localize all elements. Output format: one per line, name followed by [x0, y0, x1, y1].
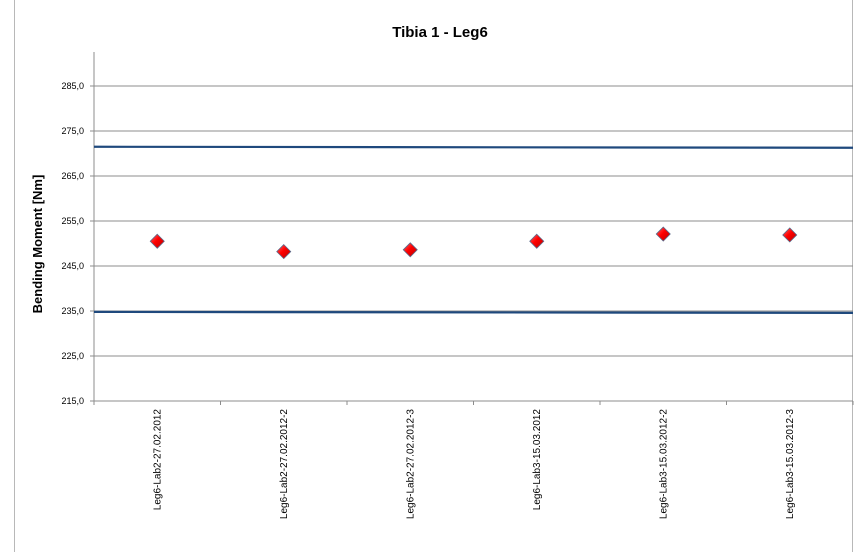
y-axis-label: Bending Moment [Nm] [30, 175, 45, 314]
y-tick-label: 245,0 [61, 261, 84, 271]
data-point [783, 228, 797, 242]
x-tick-label: Leg6-Lab3-15.03.2012-2 [658, 409, 669, 520]
y-tick-label: 225,0 [61, 351, 84, 361]
y-tick-label: 255,0 [61, 216, 84, 226]
limit-line [94, 147, 853, 148]
x-tick-label: Leg6-Lab3-15.03.2012-3 [785, 409, 796, 520]
data-point [530, 234, 544, 248]
x-tick-label: Leg6-Lab2-27.02.2012 [152, 409, 163, 511]
data-point [403, 243, 417, 257]
data-point [656, 227, 670, 241]
x-tick-label: Leg6-Lab2-27.02.2012-2 [279, 409, 290, 520]
chart-frame: Tibia 1 - Leg6 Bending Moment [Nm] 215,0… [14, 0, 853, 552]
limit-line [94, 312, 853, 313]
x-tick-label: Leg6-Lab2-27.02.2012-3 [405, 409, 416, 520]
chart-title: Tibia 1 - Leg6 [392, 24, 488, 41]
x-tick-label: Leg6-Lab3-15.03.2012 [532, 409, 543, 511]
chart-svg: Tibia 1 - Leg6 Bending Moment [Nm] 215,0… [15, 0, 854, 552]
y-tick-label: 265,0 [61, 171, 84, 181]
y-tick-label: 215,0 [61, 396, 84, 406]
data-point [150, 234, 164, 248]
y-tick-label: 235,0 [61, 306, 84, 316]
y-tick-label: 285,0 [61, 81, 84, 91]
data-point [277, 245, 291, 259]
y-tick-label: 275,0 [61, 126, 84, 136]
